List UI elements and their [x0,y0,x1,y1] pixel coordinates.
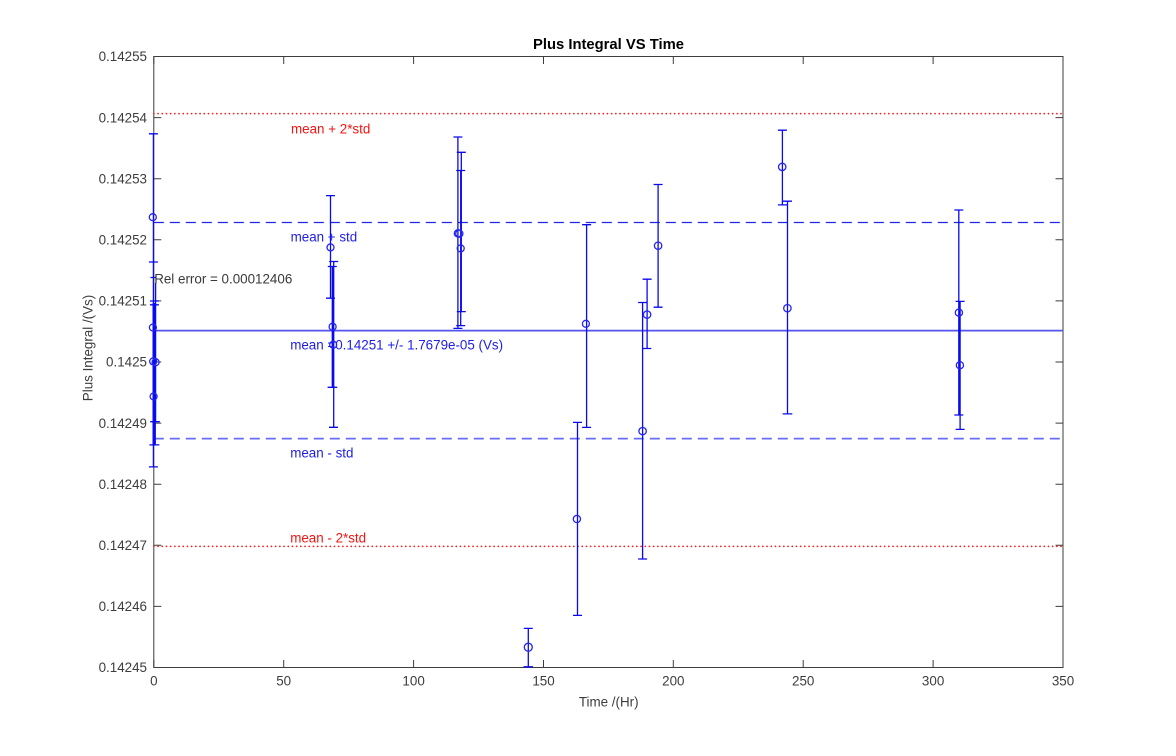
svg-text:mean =0.14251 +/- 1.7679e-05 (: mean =0.14251 +/- 1.7679e-05 (Vs) [290,337,503,352]
svg-text:mean - 2*std: mean - 2*std [290,530,366,545]
svg-text:0.14252: 0.14252 [99,233,147,248]
svg-text:0.1425: 0.1425 [106,355,147,370]
svg-text:Plus Integral /(Vs): Plus Integral /(Vs) [81,295,96,401]
svg-text:300: 300 [922,674,944,689]
svg-text:200: 200 [662,674,684,689]
svg-text:mean + std: mean + std [291,229,358,244]
svg-text:250: 250 [792,674,814,689]
svg-text:0.14253: 0.14253 [99,171,147,186]
svg-text:0: 0 [150,674,157,689]
svg-text:0.14249: 0.14249 [99,416,147,431]
svg-text:0.14248: 0.14248 [99,477,147,492]
svg-text:mean - std: mean - std [290,445,353,460]
svg-text:0.14247: 0.14247 [99,538,147,553]
svg-text:Plus Integral VS Time: Plus Integral VS Time [533,37,684,53]
svg-text:0.14245: 0.14245 [99,660,147,675]
svg-text:100: 100 [402,674,424,689]
svg-text:0.14246: 0.14246 [99,599,147,614]
svg-text:0.14251: 0.14251 [99,294,147,309]
svg-text:350: 350 [1052,674,1074,689]
svg-text:Rel error = 0.00012406: Rel error = 0.00012406 [154,271,292,286]
svg-text:50: 50 [276,674,291,689]
svg-text:0.14255: 0.14255 [99,49,147,64]
svg-text:Time /(Hr): Time /(Hr) [579,694,639,709]
svg-text:150: 150 [532,674,554,689]
svg-text:0.14254: 0.14254 [99,110,148,125]
svg-text:mean + 2*std: mean + 2*std [291,122,370,137]
